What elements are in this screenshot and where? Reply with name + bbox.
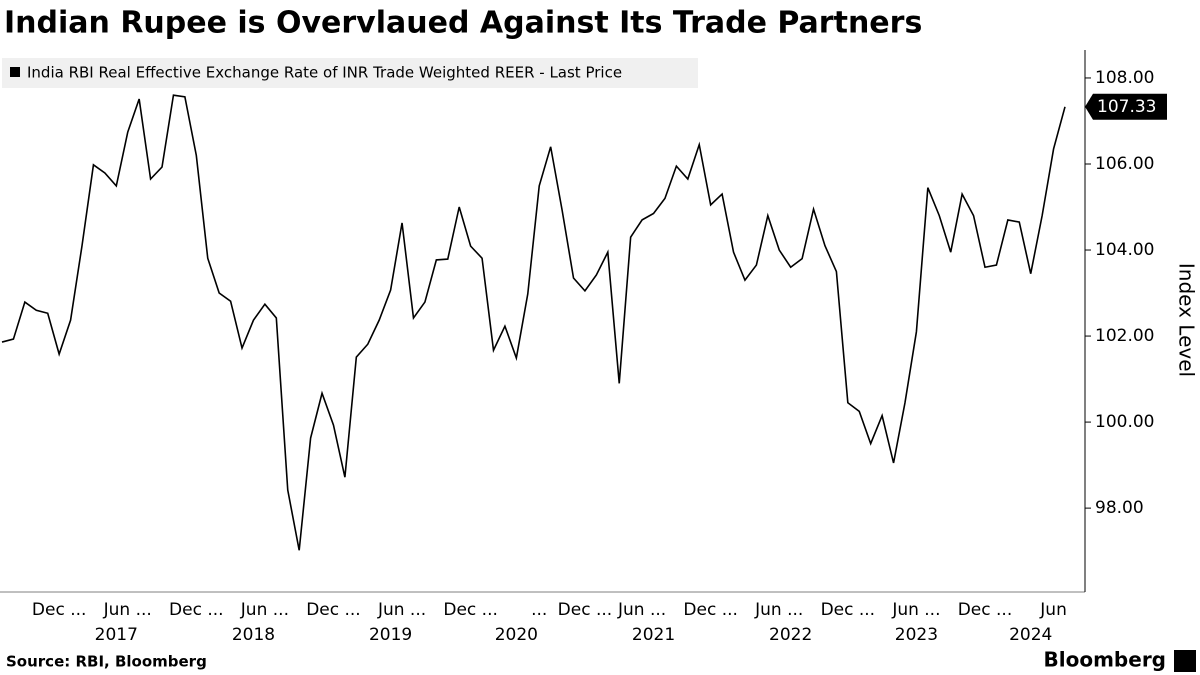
x-tick-label: Dec ... xyxy=(32,600,87,620)
last-value-label: 107.33 xyxy=(1097,97,1156,117)
x-tick-label: Jun ... xyxy=(377,600,426,620)
x-tick-label: Dec ... xyxy=(169,600,224,620)
x-tick-label: Jun ... xyxy=(617,600,666,620)
legend-swatch xyxy=(10,67,20,77)
x-year-label: 2024 xyxy=(1009,625,1052,645)
brand-icon xyxy=(1174,650,1196,672)
y-tick-label: 98.00 xyxy=(1095,498,1144,518)
y-tick-label: 104.00 xyxy=(1095,240,1154,260)
x-year-label: 2019 xyxy=(369,625,412,645)
y-axis-label: Index Level xyxy=(1175,263,1199,377)
series-line xyxy=(1,94,1066,551)
y-tick-label: 108.00 xyxy=(1095,68,1154,88)
x-year-label: 2018 xyxy=(232,625,275,645)
x-tick-label: Dec ... xyxy=(443,600,498,620)
x-tick-label: Jun xyxy=(1039,600,1067,620)
last-value-box xyxy=(1085,93,1167,120)
x-tick-label: Jun ... xyxy=(103,600,152,620)
x-year-label: 2020 xyxy=(495,625,538,645)
x-tick-label: ... xyxy=(531,600,547,620)
chart-title: Indian Rupee is Overvlaued Against Its T… xyxy=(4,6,922,41)
y-tick-label: 102.00 xyxy=(1095,326,1154,346)
x-year-label: 2022 xyxy=(769,625,812,645)
brand: Bloomberg xyxy=(1044,648,1166,672)
legend-label: India RBI Real Effective Exchange Rate o… xyxy=(27,64,622,82)
legend-box xyxy=(2,58,698,88)
x-tick-label: Jun ... xyxy=(891,600,940,620)
source: Source: RBI, Bloomberg xyxy=(6,653,207,671)
x-tick-label: Dec ... xyxy=(683,600,738,620)
x-tick-label: Dec ... xyxy=(958,600,1013,620)
y-tick-label: 106.00 xyxy=(1095,154,1154,174)
x-tick-label: Dec ... xyxy=(821,600,876,620)
x-year-label: 2017 xyxy=(95,625,138,645)
x-tick-label: Dec ... xyxy=(558,600,613,620)
y-tick-label: 100.00 xyxy=(1095,412,1154,432)
x-tick-label: Dec ... xyxy=(306,600,361,620)
x-year-label: 2023 xyxy=(895,625,938,645)
x-tick-label: Jun ... xyxy=(240,600,289,620)
x-year-label: 2021 xyxy=(632,625,675,645)
x-tick-label: Jun ... xyxy=(754,600,803,620)
